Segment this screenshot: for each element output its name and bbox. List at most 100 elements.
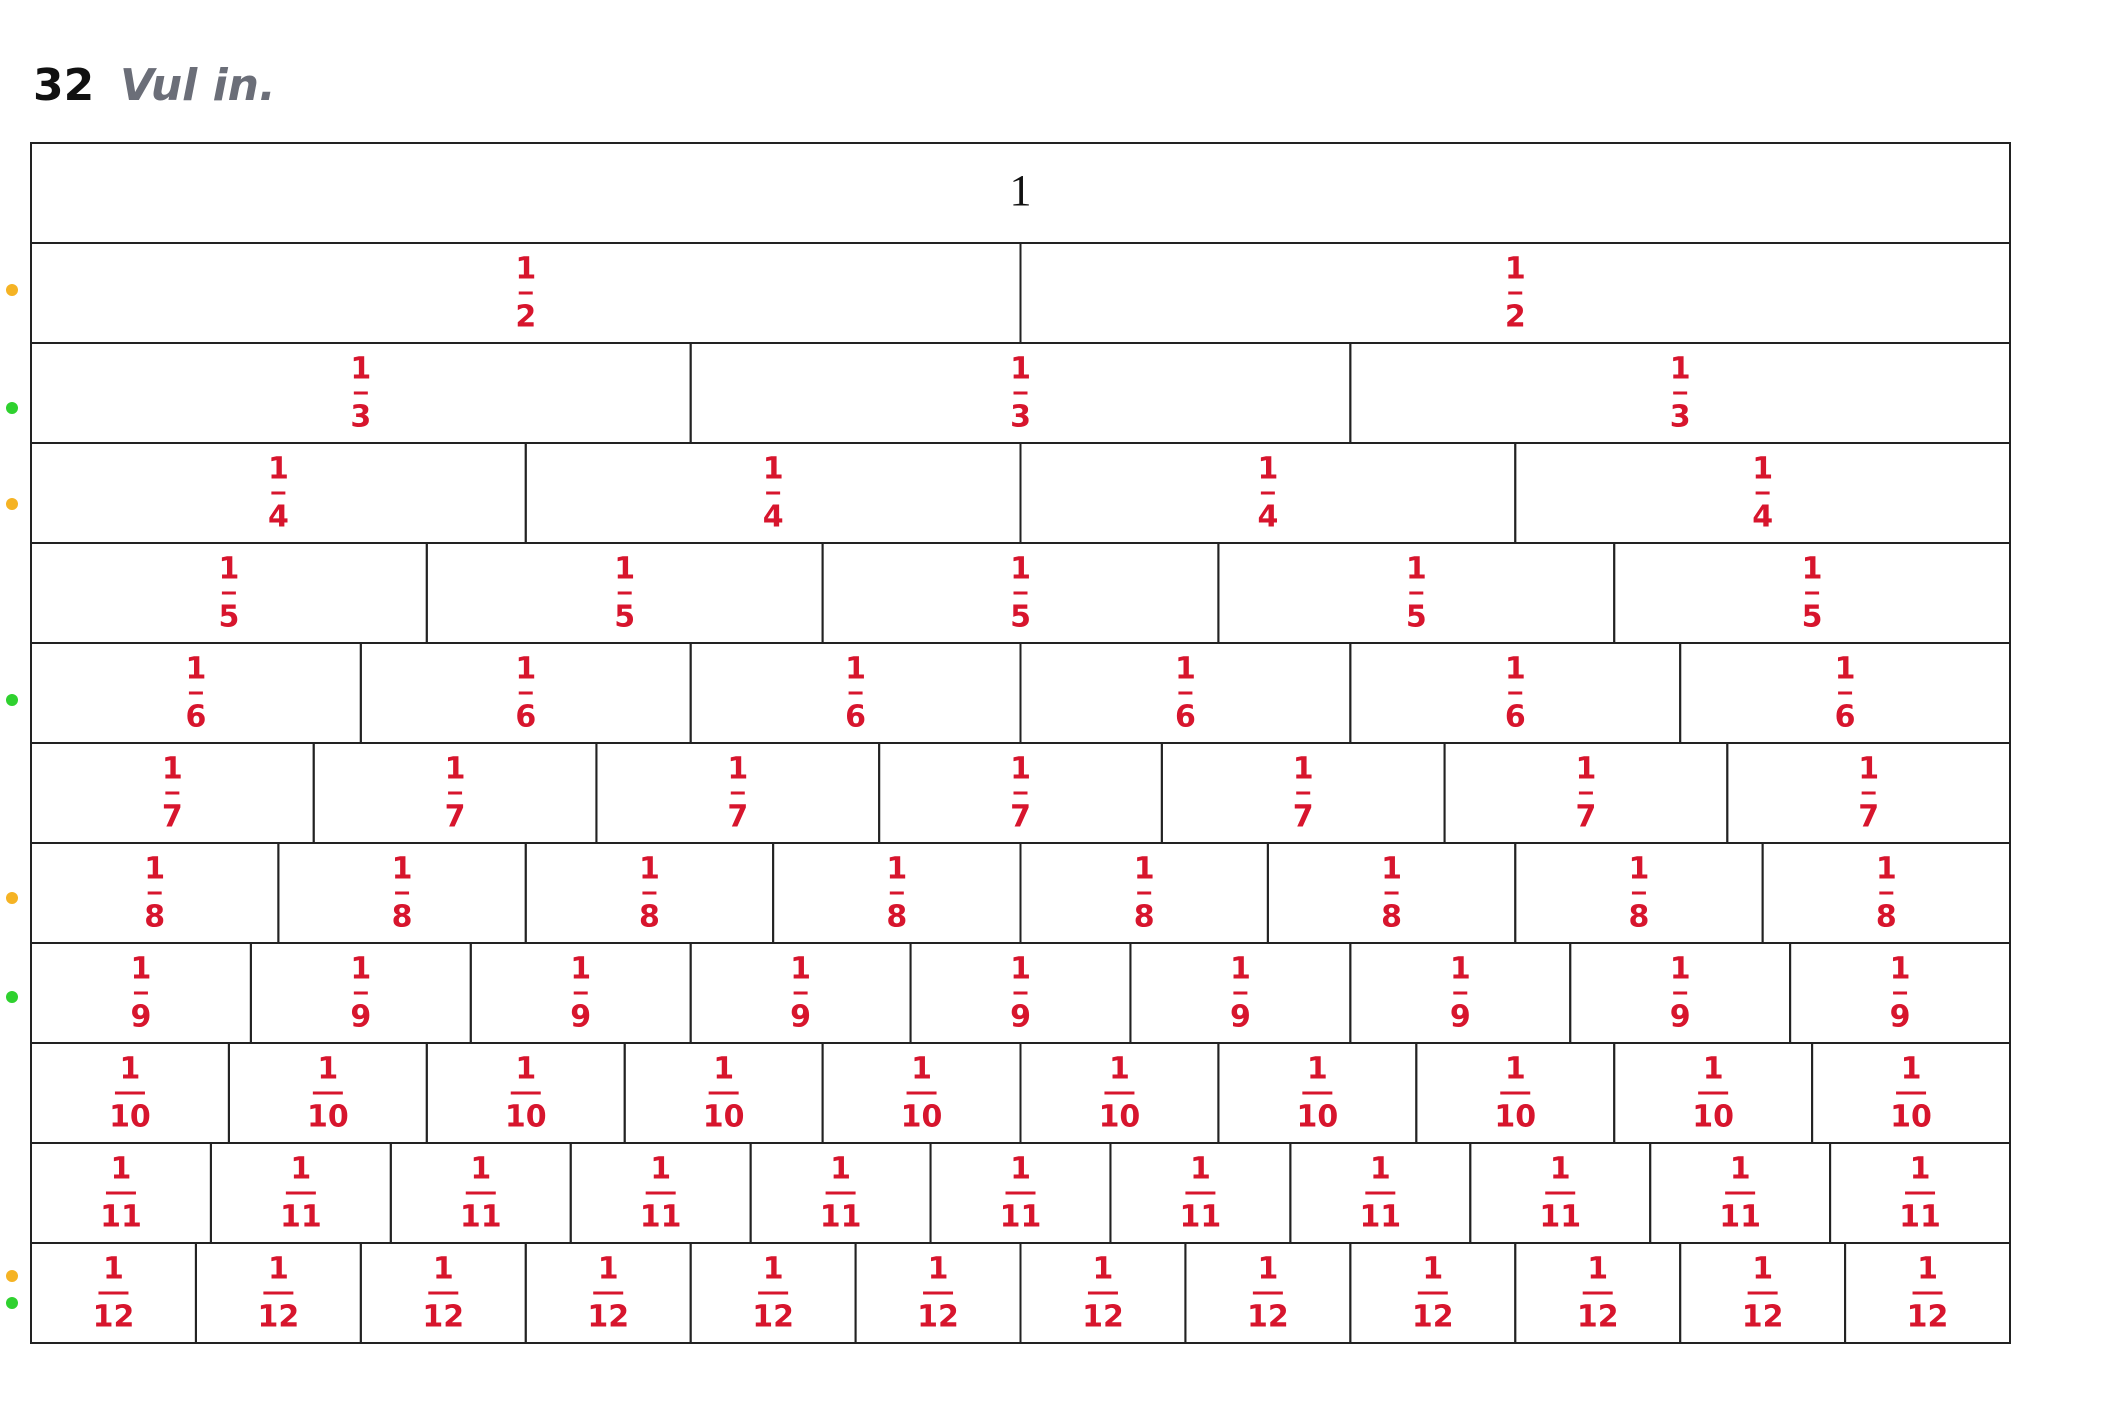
denominator: 11: [1359, 1200, 1401, 1235]
numerator: 1: [515, 1052, 536, 1087]
numerator: 1: [1835, 652, 1856, 687]
numerator: 1: [515, 652, 536, 687]
numerator: 1: [1450, 952, 1471, 987]
numerator: 1: [1010, 1152, 1031, 1187]
numerator: 1: [570, 952, 591, 987]
numerator: 1: [1010, 552, 1031, 587]
numerator: 1: [1134, 852, 1155, 887]
denominator: 7: [1858, 800, 1879, 835]
denominator: 10: [1890, 1100, 1932, 1135]
denominator: 10: [901, 1100, 943, 1135]
numerator: 1: [1190, 1152, 1211, 1187]
denominator: 11: [640, 1200, 682, 1235]
numerator: 1: [1901, 1052, 1922, 1087]
denominator: 4: [268, 500, 289, 535]
numerator: 1: [1876, 852, 1897, 887]
numerator: 1: [713, 1052, 734, 1087]
denominator: 12: [422, 1300, 464, 1335]
numerator: 1: [1257, 452, 1278, 487]
numerator: 1: [515, 252, 536, 287]
denominator: 5: [218, 600, 239, 635]
denominator: 11: [1899, 1200, 1941, 1235]
numerator: 1: [350, 952, 371, 987]
denominator: 10: [109, 1100, 151, 1135]
numerator: 1: [1858, 752, 1879, 787]
denominator: 6: [515, 700, 536, 735]
numerator: 1: [185, 652, 206, 687]
numerator: 1: [350, 352, 371, 387]
denominator: 10: [1099, 1100, 1141, 1135]
numerator: 1: [1890, 952, 1911, 987]
numerator: 1: [1703, 1052, 1724, 1087]
denominator: 10: [703, 1100, 745, 1135]
numerator: 1: [1550, 1152, 1571, 1187]
numerator: 1: [928, 1252, 949, 1287]
numerator: 1: [1505, 1052, 1526, 1087]
numerator: 1: [1910, 1152, 1931, 1187]
denominator: 3: [1670, 400, 1691, 435]
numerator: 1: [1307, 1052, 1328, 1087]
denominator: 12: [1907, 1300, 1949, 1335]
denominator: 12: [752, 1300, 794, 1335]
denominator: 12: [1742, 1300, 1784, 1335]
denominator: 9: [1450, 1000, 1471, 1035]
numerator: 1: [1422, 1252, 1443, 1287]
exercise-title: Vul in.: [120, 60, 276, 111]
numerator: 1: [1802, 552, 1823, 587]
denominator: 9: [1230, 1000, 1251, 1035]
denominator: 4: [1257, 500, 1278, 535]
numerator: 1: [639, 852, 660, 887]
denominator: 9: [570, 1000, 591, 1035]
denominator: 12: [917, 1300, 959, 1335]
denominator: 8: [144, 900, 165, 935]
denominator: 8: [1134, 900, 1155, 935]
denominator: 11: [1180, 1200, 1222, 1235]
exercise-number: 32: [33, 60, 94, 111]
numerator: 1: [886, 852, 907, 887]
denominator: 10: [307, 1100, 349, 1135]
numerator: 1: [392, 852, 413, 887]
numerator: 1: [1505, 652, 1526, 687]
denominator: 12: [258, 1300, 300, 1335]
margin-dots-green: [6, 402, 18, 1309]
numerator: 1: [911, 1052, 932, 1087]
numerator: 1: [1917, 1252, 1938, 1287]
denominator: 8: [392, 900, 413, 935]
denominator: 11: [280, 1200, 322, 1235]
numerator: 1: [317, 1052, 338, 1087]
numerator: 1: [445, 752, 466, 787]
denominator: 12: [1412, 1300, 1454, 1335]
numerator: 1: [1406, 552, 1427, 587]
numerator: 1: [845, 652, 866, 687]
numerator: 1: [268, 1252, 289, 1287]
numerator: 1: [1752, 452, 1773, 487]
denominator: 11: [1539, 1200, 1581, 1235]
denominator: 12: [1082, 1300, 1124, 1335]
denominator: 12: [587, 1300, 629, 1335]
denominator: 9: [350, 1000, 371, 1035]
denominator: 7: [162, 800, 183, 835]
denominator: 12: [1577, 1300, 1619, 1335]
numerator: 1: [598, 1252, 619, 1287]
denominator: 8: [1876, 900, 1897, 935]
numerator: 1: [830, 1152, 851, 1187]
denominator: 8: [1381, 900, 1402, 935]
denominator: 10: [505, 1100, 547, 1135]
numerator: 1: [1730, 1152, 1751, 1187]
denominator: 9: [1010, 1000, 1031, 1035]
numerator: 1: [650, 1152, 671, 1187]
denominator: 6: [185, 700, 206, 735]
denominator: 3: [1010, 400, 1031, 435]
denominator: 10: [1494, 1100, 1536, 1135]
denominator: 7: [1293, 800, 1314, 835]
numerator: 1: [1293, 752, 1314, 787]
denominator: 9: [790, 1000, 811, 1035]
numerator: 1: [103, 1252, 124, 1287]
numerator: 1: [1629, 852, 1650, 887]
numerator: 1: [614, 552, 635, 587]
denominator: 8: [886, 900, 907, 935]
numerator: 1: [120, 1052, 141, 1087]
denominator: 11: [460, 1200, 502, 1235]
numerator: 1: [1575, 752, 1596, 787]
